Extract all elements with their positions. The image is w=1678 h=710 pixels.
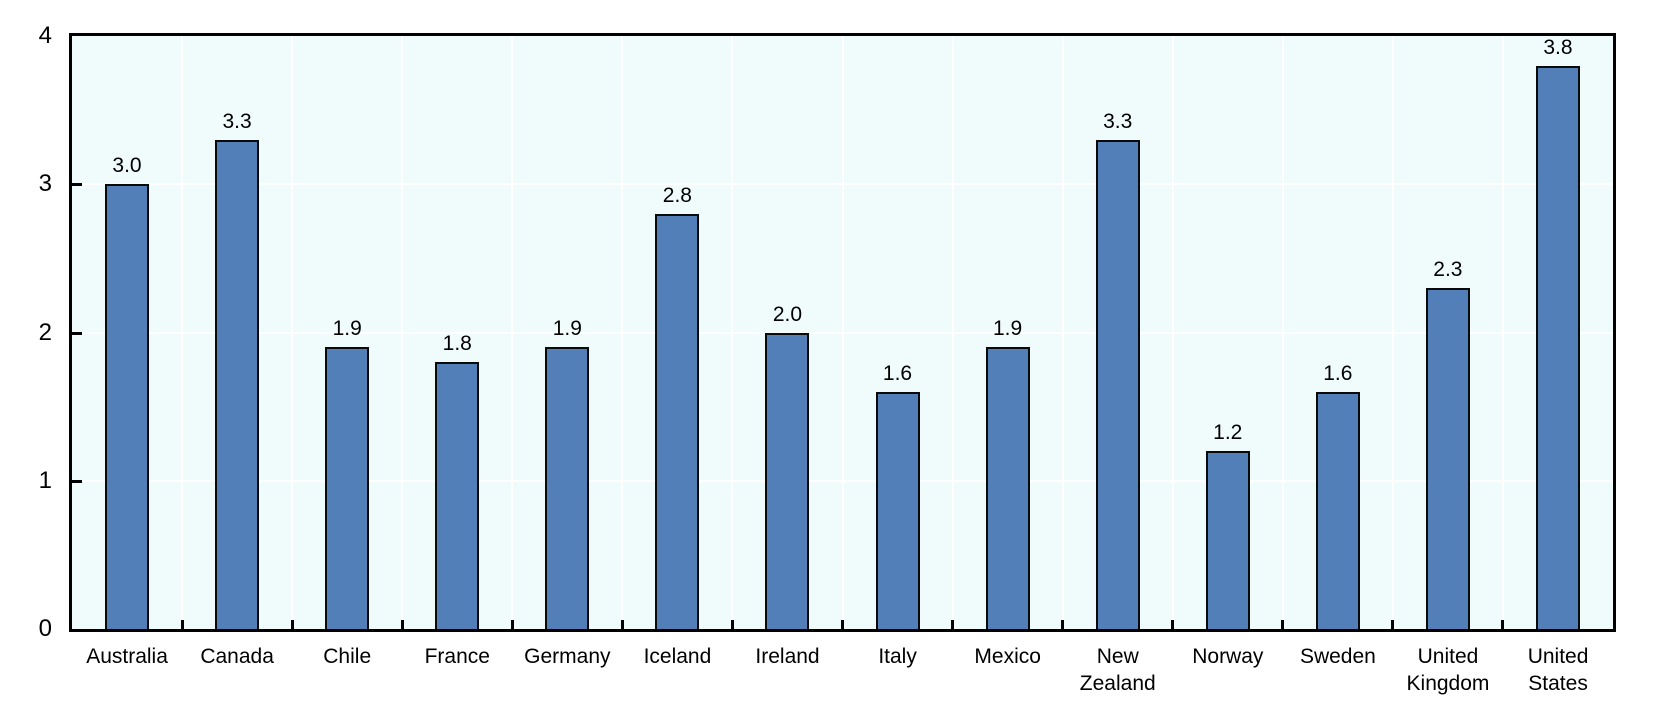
x-tick-label-canada: Canada bbox=[200, 645, 274, 668]
x-tick-label-ireland: Ireland bbox=[755, 645, 820, 668]
bar-value-label-sweden: 1.6 bbox=[1323, 361, 1353, 385]
v-gridline-6 bbox=[731, 36, 734, 629]
x-tick-label-united-states: United States bbox=[1527, 645, 1589, 695]
y-axis-tick-2 bbox=[72, 331, 82, 335]
v-gridline-1 bbox=[181, 36, 184, 629]
y-axis-tick-3 bbox=[72, 183, 82, 187]
bar-value-label-italy: 1.6 bbox=[882, 361, 913, 385]
v-gridline-8 bbox=[951, 36, 954, 629]
x-tick-label-france: France bbox=[424, 645, 490, 668]
x-axis-tick-11 bbox=[1281, 620, 1285, 629]
bar-united-states bbox=[1535, 65, 1580, 629]
y-tick-label-1: 1 bbox=[38, 466, 52, 494]
bar-mexico bbox=[985, 347, 1030, 629]
bar-value-label-united-kingdom: 2.3 bbox=[1433, 258, 1463, 282]
x-axis-tick-6 bbox=[730, 620, 734, 629]
bar-value-label-canada: 3.3 bbox=[222, 109, 252, 133]
v-gridline-11 bbox=[1281, 36, 1284, 629]
x-axis-labels: Australia Canada Chile France Germany Iceland… bbox=[72, 643, 1613, 697]
v-gridline-4 bbox=[511, 36, 514, 629]
bar-new-zealand bbox=[1095, 139, 1140, 629]
bar-value-label-chile: 1.9 bbox=[332, 317, 362, 341]
x-axis-tick-13 bbox=[1501, 620, 1505, 629]
bar-value-label-new-zealand: 3.3 bbox=[1103, 109, 1133, 133]
v-gridline-9 bbox=[1061, 36, 1064, 629]
x-tick-label-sweden: Sweden bbox=[1299, 645, 1376, 668]
x-tick-label-mexico: Mexico bbox=[974, 645, 1041, 668]
bar-united-kingdom bbox=[1425, 288, 1470, 629]
x-tick-label-italy: Italy bbox=[878, 645, 917, 668]
plot-area: 3.0 3.3 1.9 1.8 1.9 2.8 2.0 1.6 1.9 3.3 1.2 1.6 2.3 3… bbox=[69, 33, 1616, 632]
plot-inner: 3.0 3.3 1.9 1.8 1.9 2.8 2.0 1.6 1.9 3.3 1.2 1.6 2.3 3… bbox=[72, 36, 1613, 629]
v-gridline-3 bbox=[401, 36, 404, 629]
x-tick-label-iceland: Iceland bbox=[643, 645, 712, 668]
x-axis-tick-9 bbox=[1061, 620, 1065, 629]
bar-value-label-france: 1.8 bbox=[442, 332, 472, 356]
y-axis-tick-1 bbox=[72, 479, 82, 483]
bar-italy bbox=[875, 391, 920, 629]
bar-canada bbox=[215, 139, 260, 629]
x-axis-tick-1 bbox=[180, 620, 184, 629]
bar-value-label-germany: 1.9 bbox=[552, 317, 582, 341]
v-gridline-12 bbox=[1391, 36, 1394, 629]
x-axis-tick-12 bbox=[1391, 620, 1395, 629]
x-axis-tick-2 bbox=[290, 620, 294, 629]
v-gridline-10 bbox=[1171, 36, 1174, 629]
x-tick-label-chile: Chile bbox=[323, 645, 372, 668]
x-tick-label-germany: Germany bbox=[524, 645, 611, 668]
x-tick-label-united-kingdom: United Kingdom bbox=[1406, 645, 1490, 695]
bar-norway bbox=[1205, 451, 1250, 629]
bar-value-label-ireland: 2.0 bbox=[772, 302, 803, 326]
x-axis-tick-4 bbox=[510, 620, 514, 629]
x-axis-tick-8 bbox=[951, 620, 955, 629]
bar-australia bbox=[105, 184, 150, 629]
v-gridline-13 bbox=[1501, 36, 1504, 629]
bar-value-label-australia: 3.0 bbox=[112, 154, 142, 178]
v-gridline-7 bbox=[841, 36, 844, 629]
y-tick-label-4: 4 bbox=[38, 22, 52, 49]
x-axis-tick-3 bbox=[400, 620, 404, 629]
bar-chile bbox=[325, 347, 370, 629]
bar-value-label-norway: 1.2 bbox=[1213, 421, 1243, 445]
bar-value-label-iceland: 2.8 bbox=[662, 183, 692, 207]
bar-ireland bbox=[765, 332, 810, 629]
y-tick-label-0: 0 bbox=[38, 615, 52, 642]
y-tick-label-2: 2 bbox=[38, 318, 52, 346]
x-axis-tick-10 bbox=[1171, 620, 1175, 629]
v-gridline-5 bbox=[621, 36, 624, 629]
x-axis-tick-5 bbox=[620, 620, 624, 629]
bar-germany bbox=[545, 347, 590, 629]
bar-value-label-mexico: 1.9 bbox=[992, 317, 1023, 341]
bar-value-label-united-states: 3.8 bbox=[1543, 35, 1573, 59]
x-tick-label-new-zealand: New Zealand bbox=[1079, 645, 1156, 695]
x-tick-label-australia: Australia bbox=[86, 645, 168, 668]
v-gridline-2 bbox=[291, 36, 294, 629]
bar-sweden bbox=[1315, 391, 1360, 629]
bar-france bbox=[435, 362, 480, 629]
y-tick-label-3: 3 bbox=[38, 170, 52, 198]
bar-iceland bbox=[655, 213, 700, 629]
x-tick-label-norway: Norway bbox=[1192, 645, 1264, 668]
x-axis-tick-7 bbox=[841, 620, 844, 629]
